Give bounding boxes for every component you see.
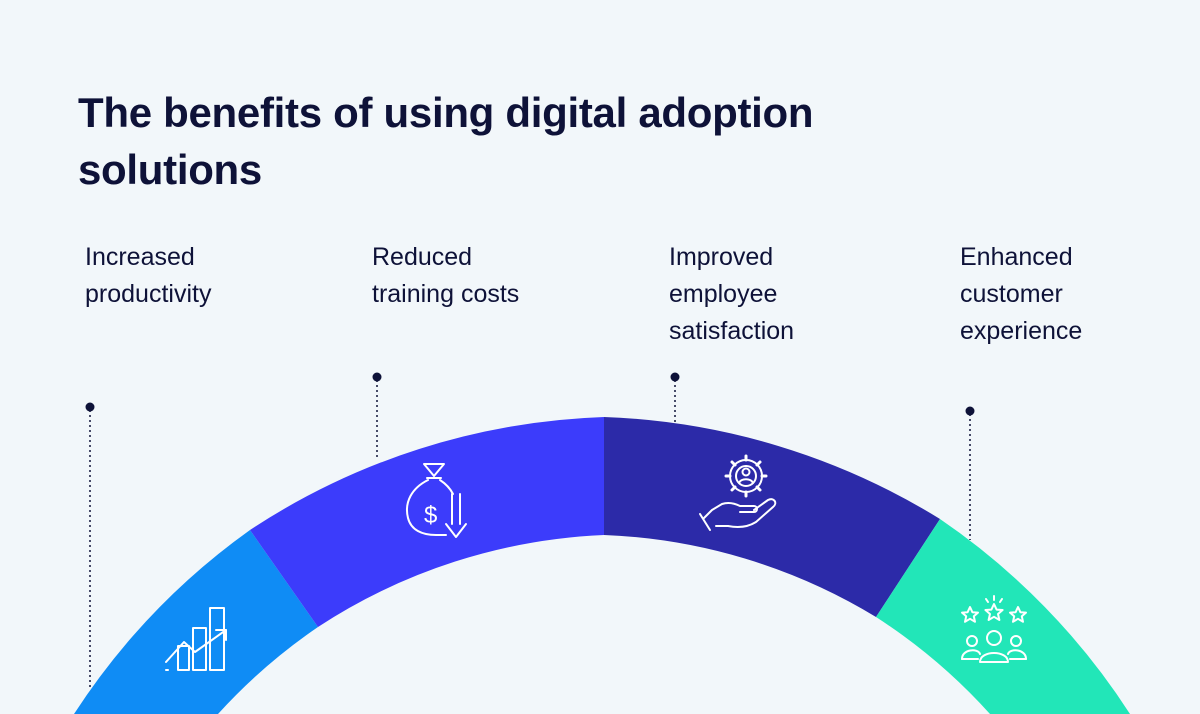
connector-dot-1 bbox=[85, 402, 95, 412]
benefit-label-enhanced-customer-experience: Enhanced customer experience bbox=[960, 243, 1083, 345]
page-title: The benefits of using digital adoption s… bbox=[78, 89, 814, 193]
arc-segment-improved-employee-satisfaction bbox=[604, 417, 940, 617]
growth-chart-icon bbox=[165, 607, 227, 671]
arc-segment-increased-productivity bbox=[74, 530, 318, 714]
benefit-label-reduced-training-costs: Reduced training costs bbox=[372, 243, 520, 308]
hand-gear-person-icon bbox=[699, 454, 777, 531]
arc-segment-enhanced-customer-experience bbox=[876, 519, 1130, 714]
benefit-label-increased-productivity: Increased productivity bbox=[85, 243, 212, 308]
connector-dot-4 bbox=[965, 406, 975, 416]
rated-customers-icon bbox=[961, 595, 1027, 663]
connector-dot-3 bbox=[670, 372, 680, 382]
connector-dot-2 bbox=[372, 372, 382, 382]
svg-text:$: $ bbox=[424, 502, 437, 529]
arc-segment-reduced-training-costs bbox=[250, 417, 604, 627]
benefit-label-improved-employee-satisfaction: Improved employee satisfaction bbox=[669, 243, 795, 345]
money-bag-down-icon: $ bbox=[406, 463, 467, 538]
